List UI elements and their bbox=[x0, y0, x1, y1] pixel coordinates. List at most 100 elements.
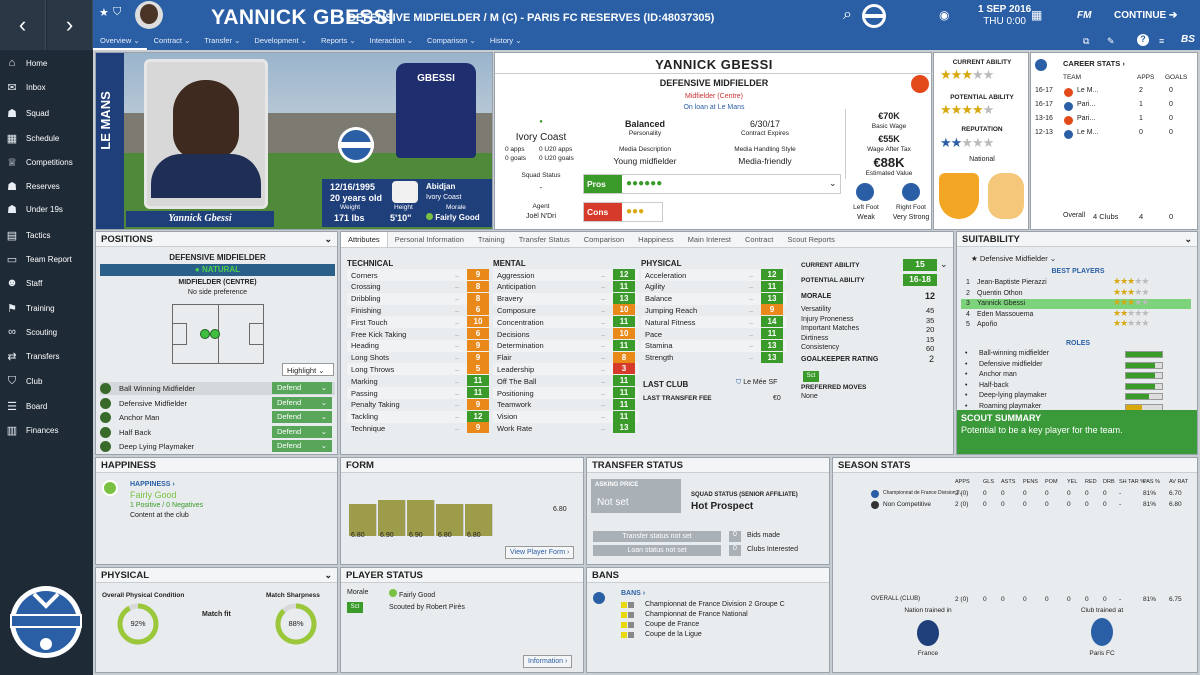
duty-dropdown[interactable]: Defend ⌄ bbox=[272, 411, 332, 423]
sidebar-item-team-report[interactable]: ▭ Team Report bbox=[0, 248, 93, 270]
sidebar-item-transfers[interactable]: ⇄ Transfers bbox=[0, 345, 93, 367]
duty-dropdown[interactable]: Defend ⌄ bbox=[272, 440, 332, 452]
attribute-row[interactable]: Concentration 11– bbox=[493, 316, 639, 329]
attribute-row[interactable]: Acceleration 12– bbox=[641, 269, 787, 281]
attribute-row[interactable]: Bravery 13– bbox=[493, 292, 639, 305]
role-name[interactable]: Defensive midfielder bbox=[979, 360, 1043, 368]
tab-reports[interactable]: Reports ⌄ bbox=[320, 36, 356, 45]
attribute-row[interactable]: First Touch 10– bbox=[347, 316, 489, 329]
attribute-row[interactable]: Finishing 6– bbox=[347, 304, 489, 316]
attribute-row[interactable]: Teamwork 11– bbox=[493, 398, 639, 411]
role-row[interactable]: Defensive Midfielder Defend ⌄ bbox=[100, 396, 335, 410]
form-bar[interactable] bbox=[349, 504, 377, 536]
tab-main-interest[interactable]: Main Interest bbox=[687, 235, 731, 244]
pros-dropdown-icon[interactable]: ⌄ bbox=[829, 178, 837, 188]
attribute-row[interactable]: Leadership 3– bbox=[493, 363, 639, 376]
sidebar-item-board[interactable]: ☰ Board bbox=[0, 395, 93, 417]
sidebar-item-reserves[interactable]: ☗ Reserves bbox=[0, 175, 93, 197]
information-button[interactable]: Information › bbox=[523, 655, 573, 668]
pros-row[interactable]: Pros ●●●●●● ⌄ bbox=[583, 174, 841, 194]
list-item[interactable]: 5 Apoño ★★★★★ bbox=[966, 318, 1149, 328]
role-name[interactable]: Anchor man bbox=[979, 371, 1017, 378]
role-row[interactable]: Anchor Man Defend ⌄ bbox=[100, 411, 335, 424]
happiness-link[interactable]: HAPPINESS › bbox=[130, 481, 175, 488]
search-icon[interactable]: ⌕ bbox=[843, 6, 852, 23]
tab-overview[interactable]: Overview ⌄ bbox=[93, 34, 147, 50]
role-selector[interactable]: ★ Defensive Midfielder ⌄ bbox=[971, 254, 1057, 263]
attribute-row[interactable]: Crossing 8– bbox=[347, 280, 489, 293]
attribute-row[interactable]: Technique 9– bbox=[347, 422, 489, 434]
role-row[interactable]: Deep Lying Playmaker Defend ⌄ bbox=[100, 440, 335, 453]
list-item[interactable]: 3 Yannick Gbessi ★★★★★ bbox=[961, 297, 1191, 309]
forward-chevron-icon[interactable]: › bbox=[47, 0, 93, 50]
role-row[interactable]: Half Back Defend ⌄ bbox=[100, 425, 335, 439]
sidebar-item-home[interactable]: ⌂ Home bbox=[0, 52, 93, 74]
role-name[interactable]: Deep-lying playmaker bbox=[979, 392, 1047, 399]
tab-scout-reports[interactable]: Scout Reports bbox=[787, 235, 835, 244]
list-item[interactable]: 2 Quentin Othon ★★★★★ bbox=[966, 286, 1149, 297]
positions-dropdown-icon[interactable]: ⌄ bbox=[324, 234, 332, 244]
transfer-status-button[interactable]: Transfer status not set bbox=[593, 531, 721, 542]
duty-dropdown[interactable]: Defend ⌄ bbox=[272, 382, 332, 394]
attribute-row[interactable]: Corners 9– bbox=[347, 269, 489, 281]
role-row[interactable]: Ball Winning Midfielder Defend ⌄ bbox=[100, 382, 335, 395]
sidebar-item-club[interactable]: ⛉ Club bbox=[0, 370, 93, 392]
attribute-row[interactable]: Composure 10– bbox=[493, 304, 639, 316]
role-name[interactable]: Half-back bbox=[979, 381, 1009, 389]
attribute-row[interactable]: Work Rate 13– bbox=[493, 422, 639, 434]
tab-personal-information[interactable]: Personal Information bbox=[394, 235, 464, 244]
loan-status-button[interactable]: Loan status not set bbox=[593, 545, 721, 556]
attribute-row[interactable]: Free Kick Taking 6– bbox=[347, 328, 489, 340]
attribute-row[interactable]: Strength 13– bbox=[641, 351, 787, 364]
attribute-row[interactable]: Anticipation 11– bbox=[493, 280, 639, 293]
sidebar-item-staff[interactable]: ☻ Staff bbox=[0, 272, 93, 294]
role-name[interactable]: Roaming playmaker bbox=[979, 402, 1042, 410]
attribute-row[interactable]: Agility 11– bbox=[641, 280, 787, 293]
tab-comparison[interactable]: Comparison bbox=[583, 235, 625, 244]
calendar-icon[interactable]: ▦ bbox=[1031, 8, 1043, 22]
duty-dropdown[interactable]: Defend ⌄ bbox=[272, 425, 332, 438]
ability-dropdown-icon[interactable]: ⌄ bbox=[940, 259, 948, 269]
form-bar[interactable] bbox=[378, 500, 406, 536]
sidebar-item-inbox[interactable]: ✉ Inbox bbox=[0, 76, 93, 98]
star-icon[interactable]: ★ bbox=[99, 7, 109, 19]
attribute-row[interactable]: Vision 11– bbox=[493, 410, 639, 423]
attribute-row[interactable]: Determination 11– bbox=[493, 339, 639, 352]
dropdown-icon[interactable]: ⌄ bbox=[492, 61, 493, 70]
tab-transfer-status[interactable]: Transfer Status bbox=[518, 235, 570, 244]
tab-training[interactable]: Training bbox=[477, 235, 505, 244]
back-chevron-icon[interactable]: ‹ bbox=[0, 0, 46, 50]
sidebar-item-scouting[interactable]: ∞ Scouting bbox=[0, 321, 93, 343]
attribute-row[interactable]: Pace 11– bbox=[641, 328, 787, 340]
club-badge-icon[interactable] bbox=[861, 3, 887, 29]
sidebar-item-squad[interactable]: ☗ Squad bbox=[0, 102, 93, 124]
attribute-row[interactable]: Off The Ball 11– bbox=[493, 375, 639, 387]
tab-development[interactable]: Development ⌄ bbox=[254, 36, 307, 45]
attribute-row[interactable]: Tackling 12– bbox=[347, 410, 489, 423]
highlight-dropdown[interactable]: Highlight ⌄ bbox=[282, 363, 334, 376]
attribute-row[interactable]: Passing 11– bbox=[347, 387, 489, 399]
tab-contract[interactable]: Contract ⌄ bbox=[153, 36, 191, 45]
globe-icon[interactable]: ◉ bbox=[939, 8, 950, 22]
tab-transfer[interactable]: Transfer ⌄ bbox=[204, 36, 241, 45]
tab-attributes[interactable]: Attributes bbox=[341, 232, 388, 247]
help-icon[interactable]: ? bbox=[1137, 34, 1149, 46]
attribute-row[interactable]: Stamina 13– bbox=[641, 339, 787, 352]
sidebar-item-under-19s[interactable]: ☗ Under 19s bbox=[0, 198, 93, 220]
sidebar-item-finances[interactable]: ▥ Finances bbox=[0, 419, 93, 441]
form-bar[interactable] bbox=[407, 500, 435, 536]
bs-icon[interactable]: BS bbox=[1181, 34, 1195, 45]
fm-menu[interactable]: FM bbox=[1077, 10, 1092, 21]
last-club[interactable]: ⛉ Le Mée SF bbox=[736, 379, 778, 386]
list-item[interactable]: 4 Eden Massouema ★★★★★ bbox=[966, 307, 1149, 318]
career-stats-link[interactable]: CAREER STATS › bbox=[1063, 59, 1125, 68]
suitability-dropdown-icon[interactable]: ⌄ bbox=[1184, 234, 1192, 244]
tab-contract[interactable]: Contract bbox=[744, 235, 774, 244]
attribute-row[interactable]: Long Shots 9– bbox=[347, 351, 489, 364]
form-bar[interactable] bbox=[465, 504, 493, 536]
attribute-row[interactable]: Positioning 11– bbox=[493, 387, 639, 399]
cons-row[interactable]: Cons ●●● bbox=[583, 202, 663, 222]
attribute-row[interactable]: Natural Fitness 14– bbox=[641, 316, 787, 329]
view-player-form-button[interactable]: View Player Form › bbox=[505, 546, 575, 559]
tab-happiness[interactable]: Happiness bbox=[638, 235, 674, 244]
